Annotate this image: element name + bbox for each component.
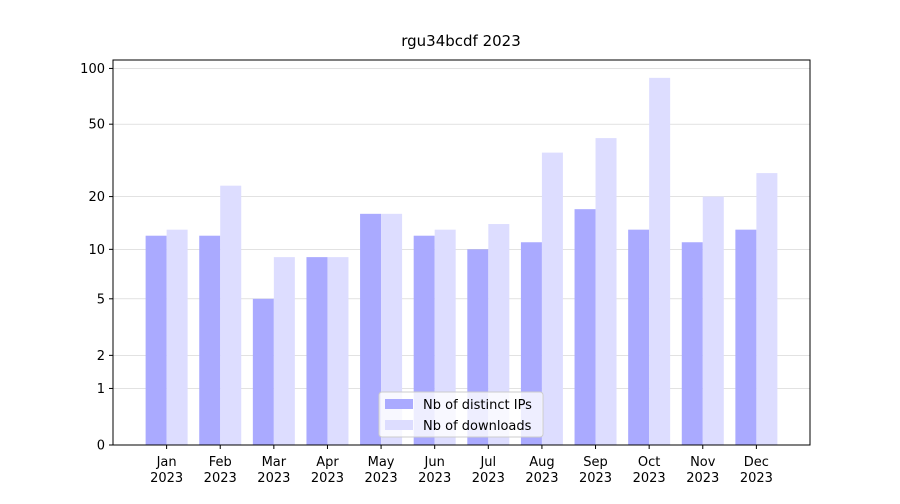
bar	[628, 229, 650, 445]
bar	[220, 185, 242, 446]
x-tick-label: May 2023	[365, 455, 398, 486]
bar	[273, 257, 295, 445]
bar	[702, 196, 724, 445]
x-tick-label: Feb 2023	[204, 455, 237, 486]
y-tick-label: 100	[80, 62, 105, 77]
x-tick-label: Mar 2023	[257, 455, 290, 486]
plot-frame	[112, 59, 811, 446]
bar	[541, 152, 563, 445]
y-tick-label: 10	[88, 243, 105, 258]
bar	[488, 224, 510, 445]
bar	[145, 235, 167, 445]
legend-label: Nb of distinct IPs	[423, 398, 532, 413]
y-tick-label: 2	[97, 349, 105, 364]
x-tick-label: Jun 2023	[418, 455, 451, 486]
x-tick-label: Nov 2023	[686, 455, 719, 486]
y-tick-label: 5	[97, 292, 105, 307]
bar	[434, 229, 456, 445]
bar	[595, 138, 617, 445]
x-tick-label: Oct 2023	[633, 455, 666, 486]
bar	[306, 257, 328, 445]
legend-swatch	[385, 420, 413, 430]
bar	[199, 235, 221, 445]
legend-swatch	[385, 399, 413, 409]
x-tick-label: Apr 2023	[311, 455, 344, 486]
legend-box	[378, 391, 544, 438]
bar	[756, 173, 778, 445]
bar	[360, 213, 382, 445]
y-tick-label: 20	[88, 190, 105, 205]
x-tick-label: Aug 2023	[525, 455, 558, 486]
legend-label: Nb of downloads	[423, 419, 532, 434]
bar	[574, 209, 596, 445]
bar	[381, 213, 403, 445]
bar	[735, 229, 757, 445]
x-tick-label: Sep 2023	[579, 455, 612, 486]
x-tick-label: Jan 2023	[150, 455, 183, 486]
chart-title: rgu34bcdf 2023	[401, 32, 521, 50]
x-tick-label: Dec 2023	[740, 455, 773, 486]
y-tick-label: 50	[88, 118, 105, 133]
bar	[681, 242, 703, 445]
bar	[252, 298, 274, 445]
bar	[327, 257, 349, 445]
x-tick-label: Jul 2023	[472, 455, 505, 486]
bar	[649, 77, 671, 445]
legend: Nb of distinct IPs Nb of downloads	[378, 391, 544, 438]
y-tick-label: 0	[97, 439, 105, 454]
y-tick-label: 1	[97, 382, 105, 397]
bar	[166, 229, 188, 445]
